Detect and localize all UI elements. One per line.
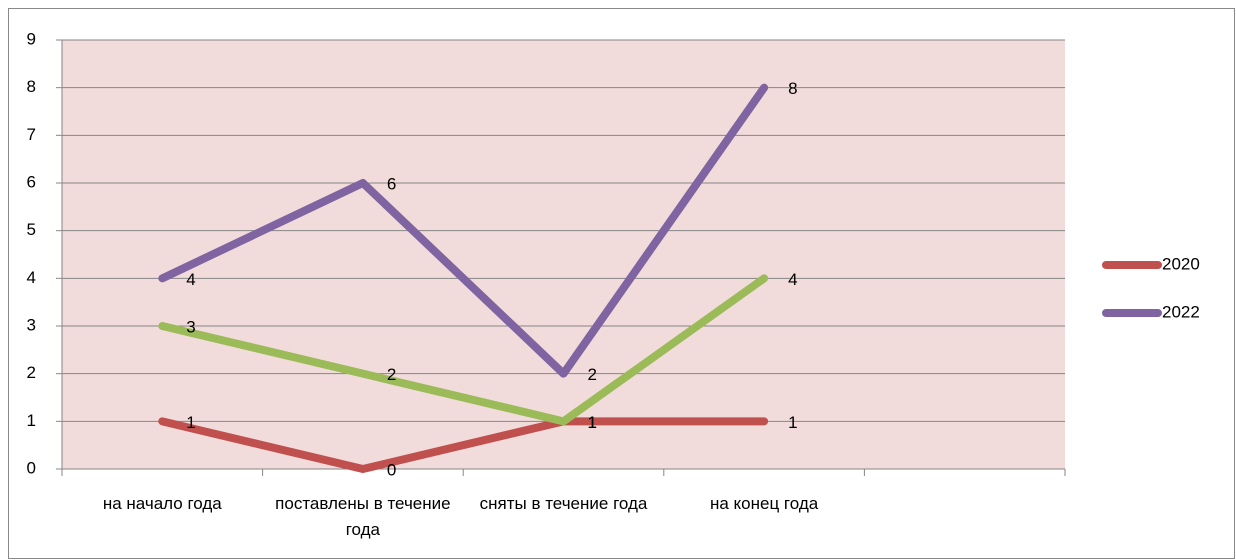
- x-tick-label: сняты в течение года: [479, 494, 648, 513]
- data-label: 1: [186, 413, 195, 432]
- y-tick-label: 3: [27, 315, 36, 334]
- x-tick-label: на начало года: [102, 494, 222, 513]
- x-tick-label: поставлены в течение года: [275, 494, 451, 539]
- x-tick-label: на конец года: [709, 494, 819, 513]
- data-label: 2: [588, 365, 597, 384]
- data-label: 2: [387, 365, 396, 384]
- data-label: 6: [387, 174, 396, 193]
- series-line: [158, 417, 769, 473]
- y-tick-label: 8: [27, 77, 36, 96]
- series-line: [158, 274, 769, 426]
- y-tick-label: 9: [27, 29, 36, 48]
- y-tick-label: 7: [27, 125, 36, 144]
- series-line: [158, 83, 769, 378]
- plot-area: [62, 40, 1065, 469]
- data-label: 1: [588, 413, 597, 432]
- y-tick-label: 1: [27, 411, 36, 430]
- data-label: 4: [788, 270, 797, 289]
- data-label: 4: [186, 270, 195, 289]
- y-tick-label: 4: [27, 268, 36, 287]
- legend-label: 2022: [1162, 302, 1200, 321]
- data-label: 8: [788, 79, 797, 98]
- legend-label: 2020: [1162, 254, 1200, 273]
- y-tick-label: 5: [27, 220, 36, 239]
- y-tick-label: 0: [27, 458, 36, 477]
- data-label: 1: [588, 413, 597, 432]
- data-label: 1: [788, 413, 797, 432]
- y-tick-label: 2: [27, 363, 36, 382]
- data-label: 0: [387, 460, 396, 479]
- y-tick-label: 6: [27, 172, 36, 191]
- data-label: 3: [186, 317, 195, 336]
